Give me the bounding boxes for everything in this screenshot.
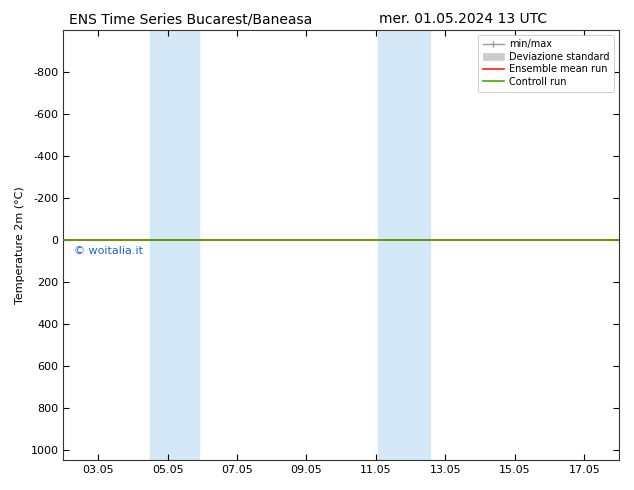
Y-axis label: Temperature 2m (°C): Temperature 2m (°C) — [15, 186, 25, 304]
Bar — [378, 30, 430, 460]
Text: ENS Time Series Bucarest/Baneasa: ENS Time Series Bucarest/Baneasa — [68, 12, 312, 26]
Text: © woitalia.it: © woitalia.it — [74, 246, 143, 256]
Legend: min/max, Deviazione standard, Ensemble mean run, Controll run: min/max, Deviazione standard, Ensemble m… — [477, 35, 614, 92]
Bar — [150, 30, 199, 460]
Text: mer. 01.05.2024 13 UTC: mer. 01.05.2024 13 UTC — [378, 12, 547, 26]
